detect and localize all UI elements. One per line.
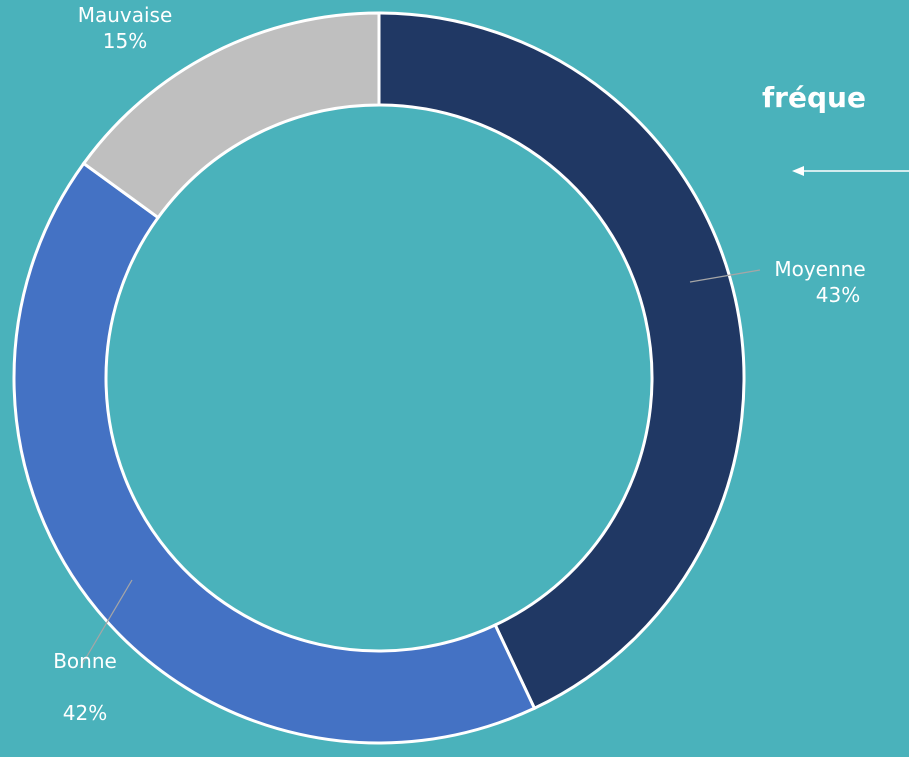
value-label: 43% [816, 283, 860, 307]
value-label: 42% [63, 701, 107, 725]
chart-title: fréque [762, 81, 866, 114]
donut-segment [81, 11, 381, 220]
category-label: Moyenne [774, 257, 865, 281]
leader-line [79, 579, 133, 669]
category-label: Bonne [53, 649, 117, 673]
donut-segment [12, 161, 537, 745]
value-label: 15% [103, 29, 147, 53]
arrow-head [792, 166, 804, 176]
leader-line [689, 269, 761, 283]
donut-segment [377, 11, 746, 711]
category-label: Mauvaise [78, 3, 173, 27]
